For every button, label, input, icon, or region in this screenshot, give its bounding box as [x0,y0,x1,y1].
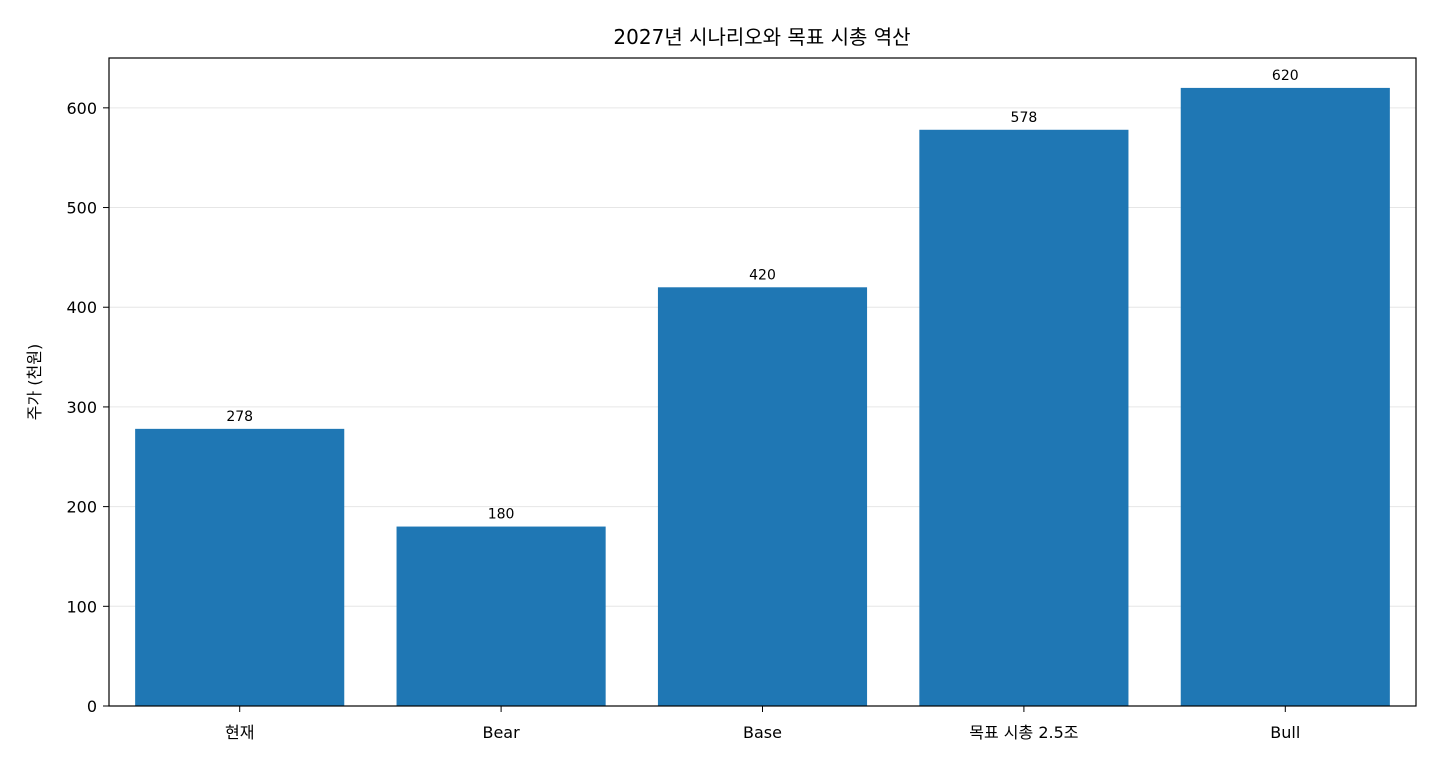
bar [657,287,868,706]
y-tick-label: 100 [66,597,97,616]
data-label: 278 [226,409,253,425]
x-tick-label: Bull [1270,723,1300,742]
bar [396,526,606,706]
bar [135,428,345,706]
y-tick-label: 600 [66,99,97,118]
y-tick-label: 300 [66,398,97,417]
data-labels-layer: 278 180 420 578 620 [226,68,1298,523]
data-label: 180 [488,507,515,523]
bar [919,129,1129,707]
y-tick-label: 500 [66,199,97,218]
axes-layer: 0 100 200 300 400 500 600 현재 Bear Base 목표 시총 2.5조 B… [66,57,1417,742]
data-label: 578 [1011,110,1038,126]
bar [1180,87,1390,706]
x-tick-label: Base [743,723,782,742]
y-tick-label: 200 [66,498,97,517]
y-tick-label: 0 [87,697,97,716]
x-tick-label: 현재 [225,723,254,742]
bars-layer [135,87,1390,707]
y-tick-label: 400 [66,298,97,317]
data-label: 420 [749,267,776,283]
y-axis-label: 주가 (천원) [25,344,44,420]
data-label: 620 [1272,68,1299,84]
chart-title: 2027년 시나리오와 목표 시총 역산 [613,25,910,49]
x-tick-label: Bear [482,723,520,742]
x-tick-label: 목표 시총 2.5조 [969,723,1078,742]
